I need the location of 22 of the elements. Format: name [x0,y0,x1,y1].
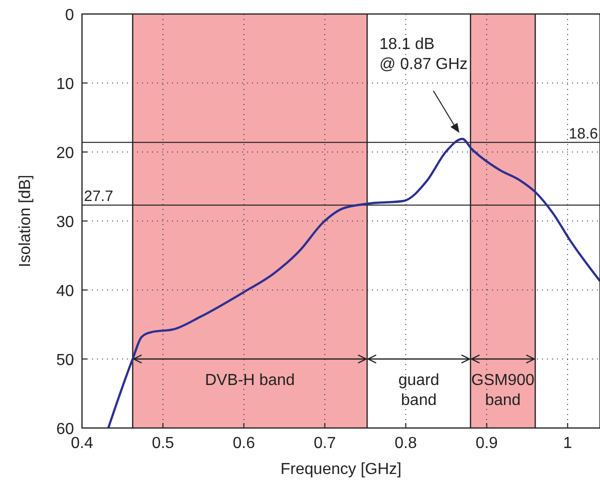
y-tick-label: 10 [56,76,74,93]
y-tick-label: 60 [56,421,74,438]
ref-line-label: 27.7 [84,188,114,206]
annotation: guard band [398,372,440,409]
x-tick-label: 0.7 [314,435,336,452]
y-tick-label: 0 [65,7,74,24]
x-tick-label: 0.8 [394,435,417,452]
y-tick-label: 30 [56,214,74,231]
band-label: GSM900 band [471,372,535,409]
annotation: 18.1 dB @ 0.87 GHz [379,36,468,73]
y-tick-label: 20 [56,145,74,162]
x-tick-label: 0.5 [152,435,174,452]
y-axis-title: Isolation [dB] [17,174,34,268]
x-tick-label: 0.4 [70,435,94,452]
band-label: DVB-H band [204,372,295,389]
ref-line-label: 18.6 [568,125,598,142]
y-tick-label: 50 [56,352,74,369]
x-tick-label: 1 [563,435,572,452]
x-tick-label: 0.6 [232,435,256,452]
x-axis-title: Frequency [GHz] [280,461,402,478]
x-tick-label: 0.9 [476,435,498,452]
y-tick-label: 40 [56,283,74,300]
